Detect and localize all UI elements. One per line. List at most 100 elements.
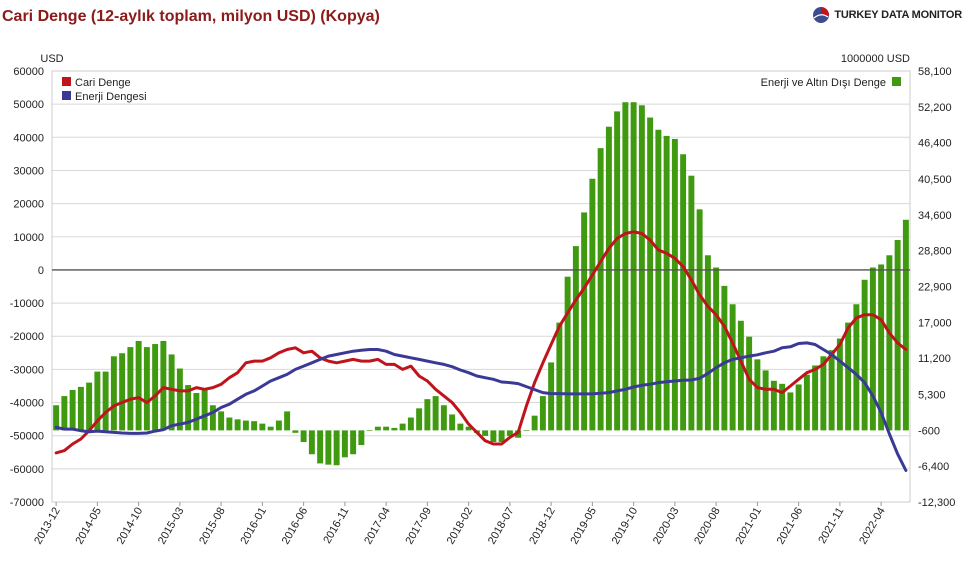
bar [746, 336, 753, 431]
left-tick-label: 10000 [13, 232, 44, 244]
x-tick-label: 2018-12 [527, 506, 558, 547]
bar [152, 344, 159, 431]
bar [770, 380, 777, 431]
x-tick-label: 2015-08 [197, 506, 228, 547]
bar [630, 102, 637, 431]
chart-title: Cari Denge (12-aylık toplam, milyon USD)… [2, 8, 380, 25]
bar [185, 385, 192, 431]
x-tick-label: 2020-03 [651, 506, 682, 547]
bar [86, 382, 93, 431]
legend-label: Enerji Dengesi [75, 91, 147, 103]
bar [820, 356, 827, 431]
bar [119, 353, 126, 431]
right-tick-label: 5,300 [918, 389, 946, 401]
x-tick-label: 2014-05 [73, 506, 104, 547]
bar [218, 411, 225, 431]
bar [341, 430, 348, 458]
legend-swatch [62, 91, 71, 100]
bar [69, 389, 76, 431]
bar [853, 304, 860, 431]
right-tick-label: 58,100 [918, 66, 952, 78]
bar [680, 154, 687, 431]
bar [275, 420, 282, 431]
left-tick-label: -50000 [10, 431, 44, 443]
left-axis-unit: USD [40, 53, 63, 65]
bar [878, 264, 885, 431]
bar [828, 350, 835, 431]
legend-label: Cari Denge [75, 77, 131, 89]
bar [234, 419, 241, 431]
bar [325, 430, 332, 465]
series-line [54, 341, 908, 472]
bar [803, 374, 810, 431]
x-tick-label: 2021-06 [775, 506, 806, 547]
bar [647, 117, 654, 431]
bar [836, 338, 843, 431]
bar [548, 362, 555, 431]
right-tick-label: 22,900 [918, 282, 952, 294]
bar [449, 414, 456, 431]
bar [143, 347, 150, 431]
x-tick-label: 2019-10 [610, 506, 641, 547]
bar [135, 340, 142, 431]
bar [490, 430, 497, 443]
bar [61, 396, 68, 431]
bar [267, 426, 274, 431]
right-tick-label: 11,200 [918, 353, 951, 365]
brand-logo: TURKEY DATA MONITOR [812, 6, 962, 24]
x-tick-label: 2021-11 [816, 506, 846, 546]
left-tick-label: -10000 [10, 298, 44, 310]
bar [399, 423, 406, 431]
right-tick-label: 46,400 [918, 138, 952, 150]
bar [614, 111, 621, 431]
right-tick-label: 28,800 [918, 245, 952, 257]
left-tick-label: 30000 [13, 165, 44, 177]
right-tick-label: 17,000 [918, 318, 952, 330]
left-tick-label: 50000 [13, 99, 44, 111]
bar [482, 430, 489, 436]
bar [284, 411, 291, 431]
bar [193, 393, 200, 431]
bar [391, 427, 398, 431]
legend-swatch [62, 77, 71, 86]
legend-swatch [892, 77, 901, 86]
bar [795, 384, 802, 431]
bar [77, 386, 84, 431]
bar [209, 405, 216, 431]
bar [242, 420, 249, 431]
bar [638, 105, 645, 431]
bar [894, 239, 901, 431]
bar [259, 423, 266, 431]
bar [721, 285, 728, 431]
bar [407, 417, 414, 431]
bar [787, 392, 794, 431]
bar [333, 430, 340, 466]
bar [902, 219, 909, 431]
bar [688, 175, 695, 431]
bar [539, 396, 546, 431]
left-tick-label: -30000 [10, 364, 44, 376]
bar [696, 209, 703, 431]
right-tick-label: -600 [918, 425, 940, 437]
bar [869, 267, 876, 431]
bar [350, 430, 357, 455]
bar [251, 421, 258, 431]
bar [440, 405, 447, 431]
bar [845, 322, 852, 431]
bar [432, 396, 439, 431]
bar [605, 126, 612, 431]
right-axis-unit: 1000000 USD [841, 53, 910, 65]
x-tick-label: 2013-12 [32, 506, 63, 547]
x-tick-label: 2018-02 [445, 506, 476, 547]
plot-frame [51, 70, 911, 503]
right-tick-label: 34,600 [918, 210, 952, 222]
x-tick-label: 2015-03 [156, 506, 187, 547]
right-tick-label: 40,500 [918, 174, 952, 186]
bar [457, 423, 464, 431]
bar [523, 430, 530, 431]
x-tick-label: 2018-07 [486, 506, 517, 547]
x-tick-label: 2016-06 [280, 506, 311, 547]
bar [506, 430, 513, 436]
bar [317, 430, 324, 464]
